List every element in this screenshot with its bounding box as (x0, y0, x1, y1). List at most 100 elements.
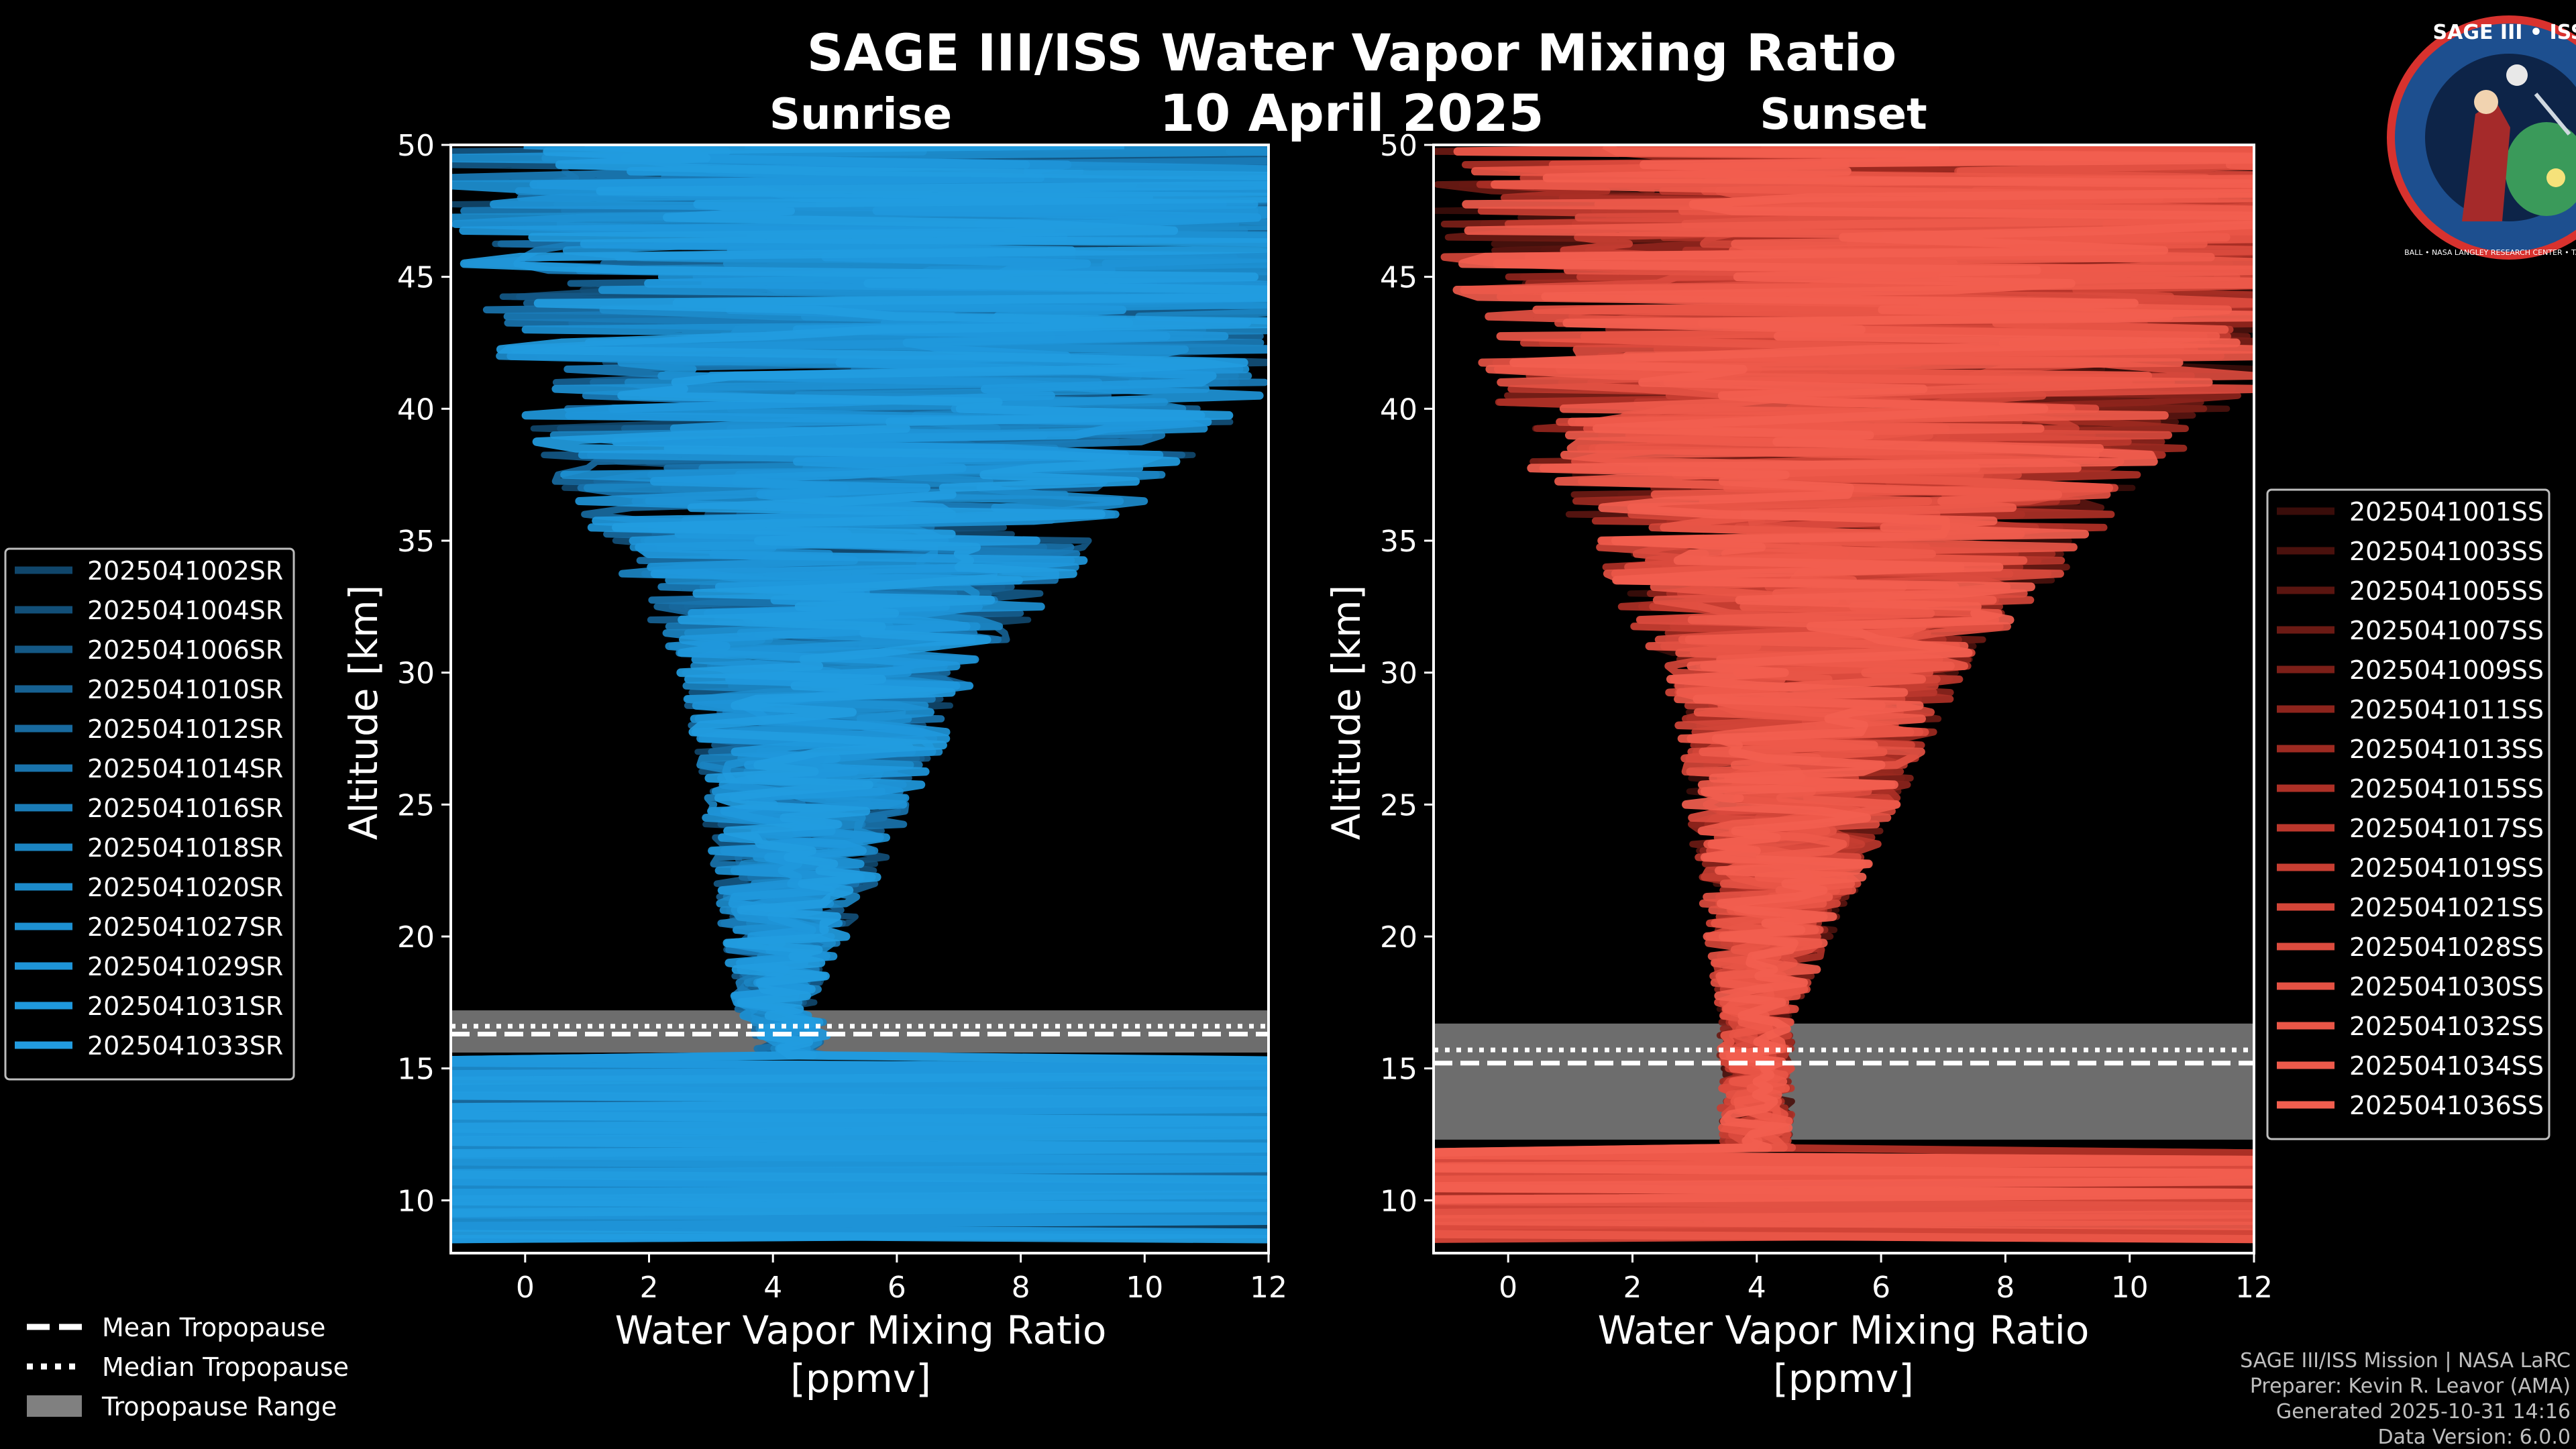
x-tick-label: 12 (2235, 1271, 2273, 1305)
x-axis-label-line: [ppmv] (790, 1356, 931, 1401)
x-axis-label: Water Vapor Mixing Ratio [ppmv] (615, 1307, 1107, 1401)
legend-entry-label: 2025041002SR (87, 556, 283, 586)
legend-entry-label: 2025041033SR (87, 1031, 283, 1061)
y-tick-label: 35 (397, 525, 435, 559)
tropopause-legend: Mean Tropopause Median Tropopause Tropop… (27, 1313, 349, 1421)
tropopause-range-band (451, 1010, 1269, 1053)
legend-entry-label: 2025041019SS (2349, 853, 2544, 883)
legend-entry-label: 2025041018SR (87, 833, 283, 863)
y-tick-label: 15 (397, 1053, 435, 1087)
legend-entry-label: 2025041030SS (2349, 972, 2544, 1002)
median-tropopause-label: Median Tropopause (102, 1352, 349, 1382)
y-tick-label: 10 (1380, 1184, 1417, 1218)
x-tick-label: 4 (763, 1271, 782, 1305)
badge-station (2534, 93, 2571, 136)
tropopause-range-band (1434, 1023, 2254, 1140)
legend-entry-label: 2025041029SR (87, 952, 283, 981)
sunrise-panel-title: Sunrise (769, 90, 952, 140)
series-line-2025041033SR (451, 145, 1269, 1244)
sunset-plot-area (1434, 145, 2254, 1253)
y-tick-label: 35 (1380, 525, 1417, 559)
badge-caption: BALL • NASA LANGLEY RESEARCH CENTER • TA… (2404, 248, 2576, 257)
footer-generated: Generated 2025-10-31 14:16 (2276, 1400, 2571, 1424)
legend-entry-label: 2025041010SR (87, 675, 283, 704)
y-tick-label: 15 (1380, 1053, 1417, 1087)
sunrise-plot-area (451, 145, 1269, 1253)
legend-entry-label: 2025041014SR (87, 754, 283, 784)
x-tick-label: 4 (1748, 1271, 1766, 1305)
legend-entry-label: 2025041006SR (87, 635, 283, 665)
tropopause-range-swatch (27, 1395, 82, 1417)
legend-entry-label: 2025041028SS (2349, 932, 2544, 962)
sunrise-legend: 2025041002SR 2025041004SR 2025041006SR 2025… (4, 547, 295, 1081)
legend-entry-label: 2025041020SR (87, 873, 283, 902)
plot-clip-region (1434, 145, 2254, 1253)
legend-entry-label: 2025041007SS (2349, 616, 2544, 645)
legend-entry-label: 2025041011SS (2349, 695, 2544, 724)
mean-tropopause-label: Mean Tropopause (102, 1313, 325, 1342)
sunset-panel: Sunset 0 2 4 6 8 10 12 10 15 20 25 30 35 40 45 50 Water … (1324, 90, 2273, 1401)
legend-box (4, 547, 295, 1081)
y-tick-label: 10 (397, 1184, 435, 1218)
sunrise-panel: Sunrise 0 2 4 6 8 10 12 10 15 20 25 30 35 40 45 50 Water… (341, 90, 1287, 1401)
x-axis-label-line: Water Vapor Mixing Ratio (615, 1307, 1107, 1353)
x-tick-label: 6 (888, 1271, 906, 1305)
badge-earth-shape (2505, 122, 2576, 216)
legend-entry-label: 2025041005SS (2349, 576, 2544, 606)
legend-entry-label: 2025041001SS (2349, 497, 2544, 527)
sunrise-axes: 0 2 4 6 8 10 12 10 15 20 25 30 35 40 45 50 Water Vapor M… (341, 129, 1287, 1401)
plot-clip-region (451, 145, 1269, 1253)
y-tick-label: 25 (397, 788, 435, 822)
x-tick-label: 6 (1872, 1271, 1890, 1305)
x-tick-label: 8 (1012, 1271, 1030, 1305)
x-tick-label: 0 (516, 1271, 535, 1305)
y-tick-label: 40 (397, 392, 435, 427)
legend-entry-label: 2025041027SR (87, 912, 283, 942)
legend-entry-label: 2025041004SR (87, 596, 283, 625)
badge-title: SAGE III • ISS (2433, 21, 2576, 44)
plot-frame (449, 144, 1270, 1254)
tropopause-range-label: Tropopause Range (101, 1392, 337, 1421)
y-tick-label: 40 (1380, 392, 1417, 427)
footer-mission: SAGE III/ISS Mission | NASA LaRC (2240, 1349, 2571, 1373)
legend-entry-label: 2025041031SR (87, 991, 283, 1021)
legend-entry-label: 2025041021SS (2349, 893, 2544, 922)
badge-figure-head (2474, 90, 2498, 114)
y-tick-label: 45 (397, 261, 435, 295)
footer-credits: SAGE III/ISS Mission | NASA LaRC Prepare… (2240, 1349, 2571, 1449)
footer-data-version: Data Version: 6.0.0 (2378, 1426, 2571, 1449)
sage-mission-badge: SAGE III • ISS BALL • NASA LANGLEY RESEA… (2387, 15, 2576, 260)
x-tick-label: 2 (1623, 1271, 1642, 1305)
figure-title: SAGE III/ISS Water Vapor Mixing Ratio (807, 23, 1897, 83)
y-tick-label: 50 (397, 129, 435, 163)
y-tick-label: 30 (1380, 657, 1417, 691)
figure-date: 10 April 2025 (1159, 83, 1544, 143)
series-line-2025041036SS (1434, 145, 2254, 1204)
x-axis-label: Water Vapor Mixing Ratio [ppmv] (1598, 1307, 2090, 1401)
footer-preparer: Preparer: Kevin R. Leavor (AMA) (2250, 1375, 2571, 1398)
legend-box (2266, 488, 2551, 1140)
legend-entry-label: 2025041003SS (2349, 537, 2544, 566)
y-tick-label: 20 (397, 920, 435, 955)
badge-sun (2546, 168, 2565, 187)
legend-entry-label: 2025041036SS (2349, 1091, 2544, 1120)
x-tick-label: 10 (2111, 1271, 2149, 1305)
y-axis-label: Altitude [km] (341, 585, 386, 840)
sunset-axes: 0 2 4 6 8 10 12 10 15 20 25 30 35 40 45 50 Water Vapor M… (1324, 129, 2273, 1401)
y-axis-label: Altitude [km] (1324, 585, 1369, 840)
y-tick-label: 50 (1380, 129, 1417, 163)
x-tick-label: 0 (1499, 1271, 1517, 1305)
legend-entry-label: 2025041034SS (2349, 1051, 2544, 1081)
badge-moon (2506, 64, 2528, 86)
badge-figure-robe (2462, 101, 2510, 221)
x-axis-label-line: Water Vapor Mixing Ratio (1598, 1307, 2090, 1353)
legend-entry-label: 2025041009SS (2349, 655, 2544, 685)
legend-entry-label: 2025041017SS (2349, 814, 2544, 843)
legend-entry-label: 2025041012SR (87, 714, 283, 744)
x-tick-label: 10 (1126, 1271, 1163, 1305)
x-axis-label-line: [ppmv] (1773, 1356, 1914, 1401)
x-tick-label: 2 (640, 1271, 659, 1305)
sunset-panel-title: Sunset (1760, 90, 1927, 140)
x-tick-label: 12 (1250, 1271, 1287, 1305)
